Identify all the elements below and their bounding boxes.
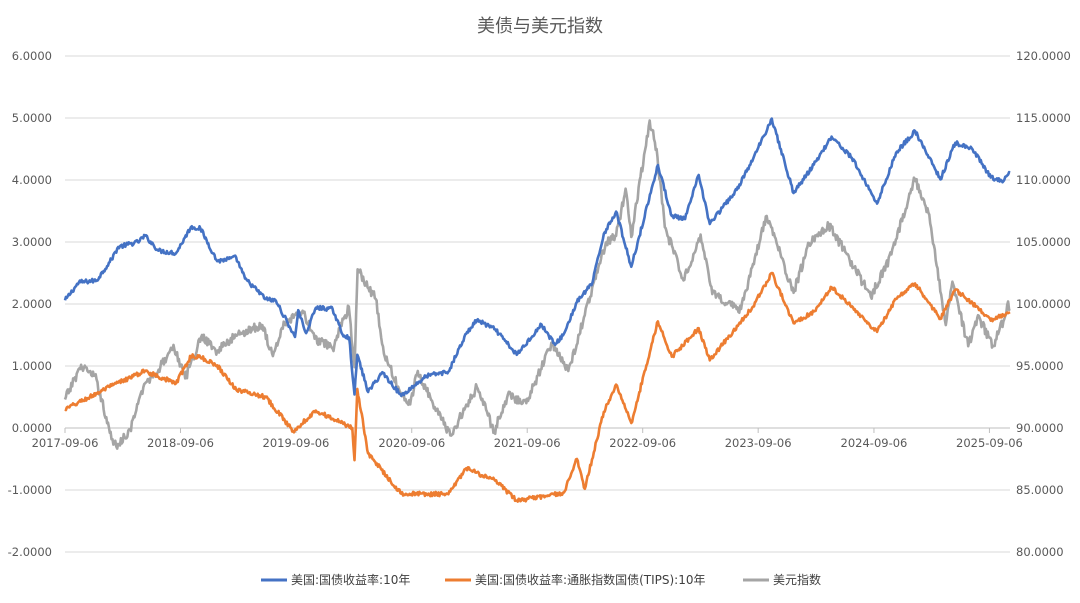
x-tick-label: 2023-09-06 [725,436,792,450]
series-line-1 [64,271,1011,503]
x-tick-label: 2021-09-06 [494,436,561,450]
y-left-tick-label: -2.0000 [8,545,52,559]
y-left-tick-label: 0.0000 [12,421,52,435]
x-tick-label: 2024-09-06 [841,436,908,450]
y-right-tick-label: 90.0000 [1016,421,1064,435]
legend-label: 美国:国债收益率:通胀指数国债(TIPS):10年 [475,572,706,587]
series-lines [63,117,1011,503]
x-tick-label: 2018-09-06 [147,436,214,450]
y-right-tick-label: 100.0000 [1016,297,1071,311]
y-left-tick-label: 3.0000 [12,235,52,249]
y-left-tick-label: 1.0000 [12,359,52,373]
x-tick-label: 2022-09-06 [609,436,676,450]
y-right-tick-label: 120.0000 [1016,49,1071,63]
x-tick-label: 2017-09-06 [32,436,99,450]
y-left-tick-label: 6.0000 [12,49,52,63]
legend-label: 美国:国债收益率:10年 [291,572,410,587]
gridlines [65,55,1010,553]
series-line-2 [63,119,1011,450]
y-right-tick-label: 95.0000 [1016,359,1064,373]
axes: -2.0000 -1.0000 0.0000 1.0000 2.0000 3.0000 4.… [8,49,1071,559]
series-line-0 [63,117,1011,398]
y-right-tick-label: 115.0000 [1016,111,1071,125]
y-left-tick-label: 2.0000 [12,297,52,311]
y-left-tick-label: 5.0000 [12,111,52,125]
y-right-tick-label: 105.0000 [1016,235,1071,249]
y-right-tick-label: 110.0000 [1016,173,1071,187]
y-right-tick-label: 85.0000 [1016,483,1064,497]
chart-title: 美债与美元指数 [477,16,603,37]
y-right-tick-label: 80.0000 [1016,545,1064,559]
x-tick-label: 2020-09-06 [378,436,445,450]
y-left-tick-label: -1.0000 [8,483,52,497]
x-tick-label: 2019-09-06 [263,436,330,450]
legend-label: 美元指数 [773,572,821,587]
y-left-tick-label: 4.0000 [12,173,52,187]
legend: 美国:国债收益率:10年 美国:国债收益率:通胀指数国债(TIPS):10年 美元指… [261,572,821,587]
x-tick-label: 2025-09-06 [956,436,1023,450]
